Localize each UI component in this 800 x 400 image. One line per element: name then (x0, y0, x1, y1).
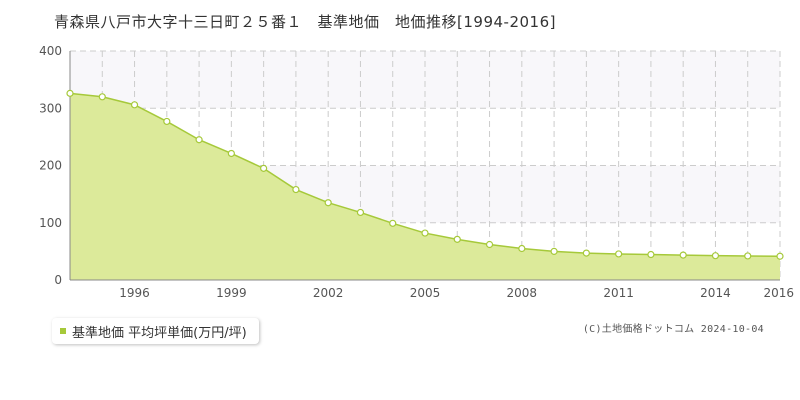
data-point (647, 250, 655, 259)
data-point (227, 149, 235, 158)
data-points (66, 89, 784, 260)
data-point (711, 252, 720, 260)
data-point (550, 247, 558, 255)
y-tick-label: 0 (54, 273, 62, 287)
data-point (582, 249, 590, 257)
chart-title: 青森県八戸市大字十三日町２５番１ 基準地価 地価推移[1994-2016] (54, 13, 556, 31)
data-point (292, 185, 300, 194)
x-tick-label: 2011 (603, 286, 634, 300)
y-tick-label: 100 (39, 216, 62, 230)
data-point (389, 219, 397, 227)
x-tick-labels: 1996 1999 2002 2005 2008 2011 2014 2016 (119, 286, 794, 300)
y-tick-label: 300 (39, 101, 62, 115)
x-tick-label: 1996 (119, 286, 150, 300)
data-point (356, 208, 365, 217)
data-point (260, 164, 268, 172)
data-point (163, 117, 171, 126)
data-point (485, 240, 494, 249)
data-point (324, 199, 332, 207)
data-point (195, 136, 203, 144)
data-point (421, 229, 429, 237)
y-tick-label: 400 (39, 44, 62, 58)
x-tick-label: 2008 (507, 286, 538, 300)
data-point (679, 251, 687, 259)
data-point (615, 250, 623, 258)
y-tick-label: 200 (39, 159, 62, 173)
x-tick-label: 1999 (216, 286, 247, 300)
x-tick-label: 2016 (763, 286, 794, 300)
data-point (66, 89, 74, 97)
legend: 基準地価 平均坪単価(万円/坪) (52, 318, 259, 344)
legend-swatch (60, 328, 66, 334)
data-point (130, 101, 139, 109)
x-tick-label: 2002 (313, 286, 344, 300)
copyright-text: (C)土地価格ドットコム 2024-10-04 (582, 324, 764, 335)
x-tick-label: 2014 (700, 286, 731, 300)
axes (69, 51, 780, 281)
data-point (776, 252, 784, 260)
grid-band (70, 51, 780, 109)
data-point (453, 235, 461, 243)
legend-label: 基準地価 平均坪単価(万円/坪) (72, 325, 247, 341)
x-tick-label: 2005 (410, 286, 441, 300)
y-tick-labels: 0 100 200 300 400 (39, 44, 62, 287)
data-point (744, 252, 752, 260)
area-fill (70, 93, 780, 281)
data-point (518, 244, 526, 253)
data-point (98, 93, 106, 101)
